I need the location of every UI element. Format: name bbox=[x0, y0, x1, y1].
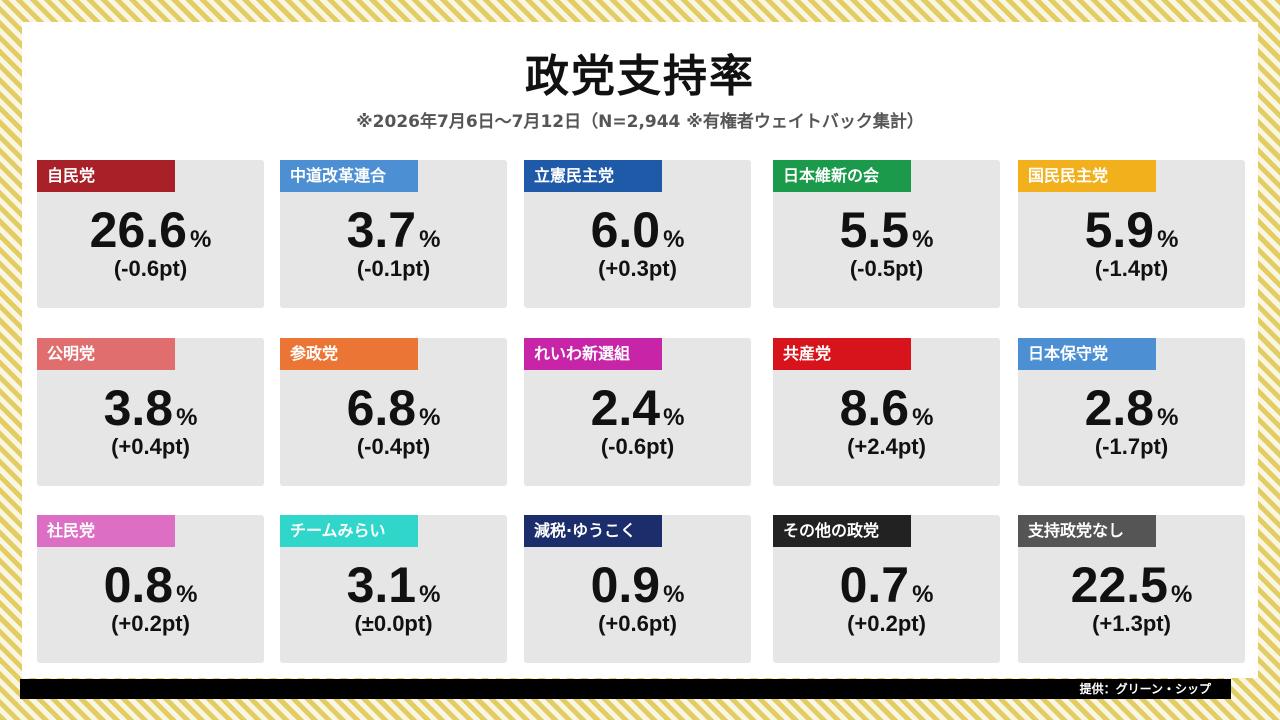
support-value: 5.9% bbox=[1018, 202, 1245, 268]
change-value: (+1.3pt) bbox=[1092, 611, 1171, 636]
party-name-label: 中道改革連合 bbox=[280, 160, 418, 192]
change-value: (-1.4pt) bbox=[1094, 256, 1169, 281]
party-name-label: 国民民主党 bbox=[1018, 160, 1156, 192]
support-value: 2.4% bbox=[524, 380, 751, 446]
change-value: (+0.6pt) bbox=[598, 611, 677, 636]
support-number: 2.8 bbox=[1084, 380, 1155, 436]
support-number: 0.7 bbox=[839, 557, 910, 613]
percent-unit: % bbox=[1170, 581, 1193, 608]
change-value: (+2.4pt) bbox=[847, 434, 926, 459]
support-value: 6.8% bbox=[280, 380, 507, 446]
support-value: 0.9% bbox=[524, 557, 751, 623]
support-number: 0.9 bbox=[590, 557, 661, 613]
percent-unit: % bbox=[912, 581, 934, 608]
source-credit: 提供：グリーン・シップ bbox=[20, 679, 1231, 699]
party-name-label: 支持政党なし bbox=[1018, 515, 1156, 547]
party-name-label: 参政党 bbox=[280, 338, 418, 370]
change-value: (-0.4pt) bbox=[356, 434, 431, 459]
change-value: (-0.6pt) bbox=[113, 256, 188, 281]
support-number: 8.6 bbox=[839, 380, 910, 436]
support-number: 26.6 bbox=[89, 202, 187, 258]
party-card: 支持政党なし 22.5% (+1.3pt) bbox=[1018, 515, 1245, 663]
change-value: (-0.1pt) bbox=[356, 256, 431, 281]
change-value: (+0.4pt) bbox=[111, 434, 190, 459]
party-card: チームみらい 3.1% (±0.0pt) bbox=[280, 515, 507, 663]
party-name-label: 社民党 bbox=[37, 515, 175, 547]
percent-unit: % bbox=[663, 581, 685, 608]
support-value: 3.8% bbox=[37, 380, 264, 446]
support-number: 5.9 bbox=[1084, 202, 1155, 258]
support-number: 6.0 bbox=[590, 202, 661, 258]
party-card: 日本維新の会 5.5% (-0.5pt) bbox=[773, 160, 1000, 308]
percent-unit: % bbox=[189, 226, 212, 253]
party-name-label: れいわ新選組 bbox=[524, 338, 662, 370]
party-card: 日本保守党 2.8% (-1.7pt) bbox=[1018, 338, 1245, 486]
party-card: 参政党 6.8% (-0.4pt) bbox=[280, 338, 507, 486]
support-number: 22.5 bbox=[1070, 557, 1168, 613]
percent-unit: % bbox=[419, 581, 441, 608]
party-card: 減税·ゆうこく 0.9% (+0.6pt) bbox=[524, 515, 751, 663]
party-name-label: 公明党 bbox=[37, 338, 175, 370]
percent-unit: % bbox=[419, 404, 441, 431]
party-name-label: 立憲民主党 bbox=[524, 160, 662, 192]
party-card: 社民党 0.8% (+0.2pt) bbox=[37, 515, 264, 663]
change-value: (+0.2pt) bbox=[111, 611, 190, 636]
party-name-label: 自民党 bbox=[37, 160, 175, 192]
percent-unit: % bbox=[663, 404, 685, 431]
support-value: 2.8% bbox=[1018, 380, 1245, 446]
support-number: 3.8 bbox=[103, 380, 174, 436]
party-card: その他の政党 0.7% (+0.2pt) bbox=[773, 515, 1000, 663]
party-card: 自民党 26.6% (-0.6pt) bbox=[37, 160, 264, 308]
support-number: 3.7 bbox=[346, 202, 417, 258]
party-name-label: 日本保守党 bbox=[1018, 338, 1156, 370]
party-card: 立憲民主党 6.0% (+0.3pt) bbox=[524, 160, 751, 308]
percent-unit: % bbox=[1157, 226, 1179, 253]
support-value: 26.6% bbox=[37, 202, 264, 268]
support-number: 2.4 bbox=[590, 380, 661, 436]
percent-unit: % bbox=[912, 226, 934, 253]
support-value: 8.6% bbox=[773, 380, 1000, 446]
percent-unit: % bbox=[176, 404, 198, 431]
change-value: (±0.0pt) bbox=[354, 611, 433, 636]
party-name-label: 共産党 bbox=[773, 338, 911, 370]
change-value: (-0.6pt) bbox=[600, 434, 675, 459]
change-value: (+0.3pt) bbox=[598, 256, 677, 281]
change-value: (+0.2pt) bbox=[847, 611, 926, 636]
page-title: 政党支持率 bbox=[525, 51, 755, 102]
change-value: (-1.7pt) bbox=[1094, 434, 1169, 459]
percent-unit: % bbox=[912, 404, 934, 431]
percent-unit: % bbox=[176, 581, 198, 608]
support-number: 0.8 bbox=[103, 557, 174, 613]
party-name-label: その他の政党 bbox=[773, 515, 911, 547]
party-name-label: チームみらい bbox=[280, 515, 418, 547]
party-name-label: 減税·ゆうこく bbox=[524, 515, 662, 547]
support-number: 3.1 bbox=[346, 557, 417, 613]
party-card: れいわ新選組 2.4% (-0.6pt) bbox=[524, 338, 751, 486]
support-value: 3.7% bbox=[280, 202, 507, 268]
support-value: 22.5% bbox=[1018, 557, 1245, 623]
percent-unit: % bbox=[419, 226, 441, 253]
support-value: 6.0% bbox=[524, 202, 751, 268]
support-value: 0.7% bbox=[773, 557, 1000, 623]
party-card: 公明党 3.8% (+0.4pt) bbox=[37, 338, 264, 486]
percent-unit: % bbox=[1157, 404, 1179, 431]
party-card: 国民民主党 5.9% (-1.4pt) bbox=[1018, 160, 1245, 308]
party-name-label: 日本維新の会 bbox=[773, 160, 911, 192]
party-card: 中道改革連合 3.7% (-0.1pt) bbox=[280, 160, 507, 308]
party-card: 共産党 8.6% (+2.4pt) bbox=[773, 338, 1000, 486]
support-value: 0.8% bbox=[37, 557, 264, 623]
percent-unit: % bbox=[663, 226, 685, 253]
support-number: 5.5 bbox=[839, 202, 910, 258]
support-value: 3.1% bbox=[280, 557, 507, 623]
survey-note: ※2026年7月6日〜7月12日（N=2,944 ※有権者ウェイトバック集計） bbox=[356, 112, 924, 132]
support-number: 6.8 bbox=[346, 380, 417, 436]
change-value: (-0.5pt) bbox=[849, 256, 924, 281]
support-value: 5.5% bbox=[773, 202, 1000, 268]
